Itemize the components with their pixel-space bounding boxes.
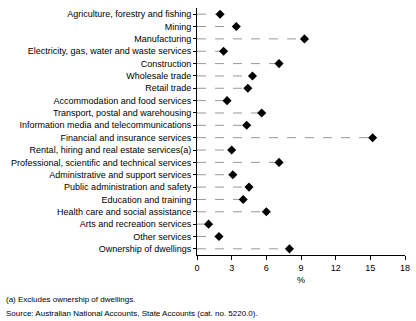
svg-text:18: 18 [400, 263, 410, 273]
svg-text:15: 15 [365, 263, 375, 273]
svg-text:Wholesale trade: Wholesale trade [126, 71, 191, 81]
svg-text:Accommodation and food service: Accommodation and food services [54, 96, 192, 106]
svg-text:Mining: Mining [165, 22, 192, 32]
svg-text:%: % [297, 275, 305, 285]
svg-text:Transport, postal and warehous: Transport, postal and warehousing [53, 108, 191, 118]
svg-text:Public administration and safe: Public administration and safety [64, 182, 192, 192]
svg-text:3: 3 [229, 263, 234, 273]
svg-text:Arts and recreation services: Arts and recreation services [80, 219, 192, 229]
svg-text:Education and training: Education and training [102, 195, 192, 205]
svg-text:12: 12 [331, 263, 341, 273]
svg-text:Rental, hiring and real estate: Rental, hiring and real estate services(… [30, 145, 192, 155]
svg-text:Electricity, gas, water and wa: Electricity, gas, water and waste servic… [28, 46, 192, 56]
svg-text:0: 0 [194, 263, 199, 273]
svg-text:Retail trade: Retail trade [145, 83, 191, 93]
svg-text:Construction: Construction [141, 59, 192, 69]
svg-text:6: 6 [264, 263, 269, 273]
svg-text:Administrative and support ser: Administrative and support services [49, 170, 192, 180]
svg-text:Financial and insurance servic: Financial and insurance services [61, 133, 192, 143]
svg-text:Professional, scientific and t: Professional, scientific and technical s… [11, 158, 192, 168]
svg-text:(a) Excludes ownership of dwel: (a) Excludes ownership of dwellings. [6, 295, 135, 304]
svg-text:Agriculture, forestry and fish: Agriculture, forestry and fishing [67, 9, 191, 19]
svg-text:Information media and telecomm: Information media and telecommunications [20, 120, 192, 130]
svg-text:9: 9 [298, 263, 303, 273]
svg-text:Health care and social assista: Health care and social assistance [57, 207, 191, 217]
svg-text:Other services: Other services [133, 232, 192, 242]
svg-text:Source: Australian National Ac: Source: Australian National Accounts, St… [6, 309, 258, 318]
svg-text:Ownership of dwellings: Ownership of dwellings [99, 244, 192, 254]
svg-text:Manufacturing: Manufacturing [134, 34, 191, 44]
